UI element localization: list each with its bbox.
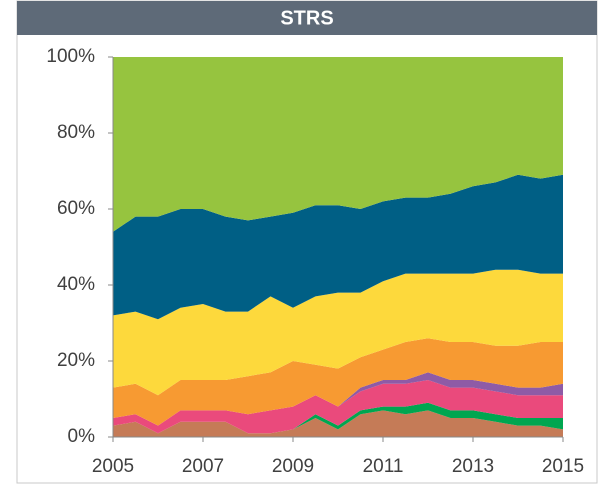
area <box>113 338 563 426</box>
area <box>113 57 563 232</box>
x-tick-label: 2015 <box>542 456 584 477</box>
x-tick-label: 2005 <box>92 456 134 477</box>
area <box>113 269 563 396</box>
x-tick-label: 2007 <box>182 456 224 477</box>
y-tick-label: 0% <box>68 426 96 447</box>
x-tick-label: 2011 <box>363 456 404 477</box>
area <box>113 410 563 437</box>
y-tick-label: 80% <box>57 122 95 143</box>
chart-title: STRS <box>280 7 333 29</box>
y-tick-label: 60% <box>57 198 95 219</box>
y-tick-label: 20% <box>57 350 95 371</box>
title-bar <box>17 1 597 35</box>
y-tick-label: 40% <box>57 274 95 295</box>
x-tick-label: 2013 <box>452 456 494 477</box>
x-tick-label: 2009 <box>272 456 314 477</box>
y-tick-label: 100% <box>46 46 95 67</box>
area <box>113 174 563 320</box>
area <box>113 372 563 426</box>
